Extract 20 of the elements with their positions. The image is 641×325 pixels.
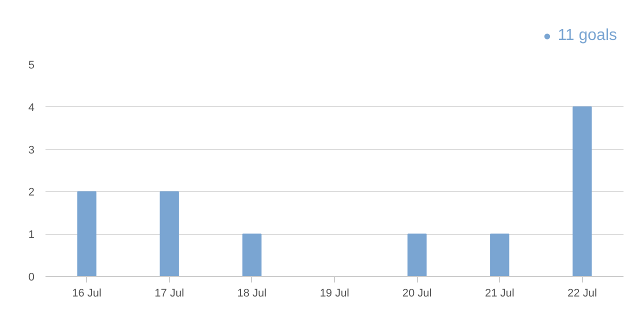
bar — [77, 191, 96, 276]
x-tick-label: 17 Jul — [154, 288, 184, 300]
x-tick-label: 19 Jul — [320, 288, 350, 300]
y-tick-label: 0 — [28, 272, 35, 284]
bar — [242, 234, 262, 276]
x-tick-label: 21 Jul — [484, 288, 514, 300]
x-tick-label: 20 Jul — [402, 288, 432, 300]
x-tick-label: 22 Jul — [568, 288, 597, 300]
y-tick-label: 5 — [28, 60, 35, 72]
bar — [490, 234, 510, 276]
bar — [572, 106, 592, 276]
y-tick-label: 2 — [28, 186, 35, 199]
y-tick-label: 1 — [28, 229, 35, 242]
x-tick-label: 16 Jul — [72, 288, 102, 300]
bar — [160, 191, 179, 276]
bar — [407, 234, 427, 276]
legend-label: 11 goals — [558, 27, 617, 45]
y-tick-label: 3 — [28, 144, 35, 156]
x-tick-label: 18 Jul — [237, 288, 267, 300]
y-tick-label: 4 — [28, 102, 35, 114]
